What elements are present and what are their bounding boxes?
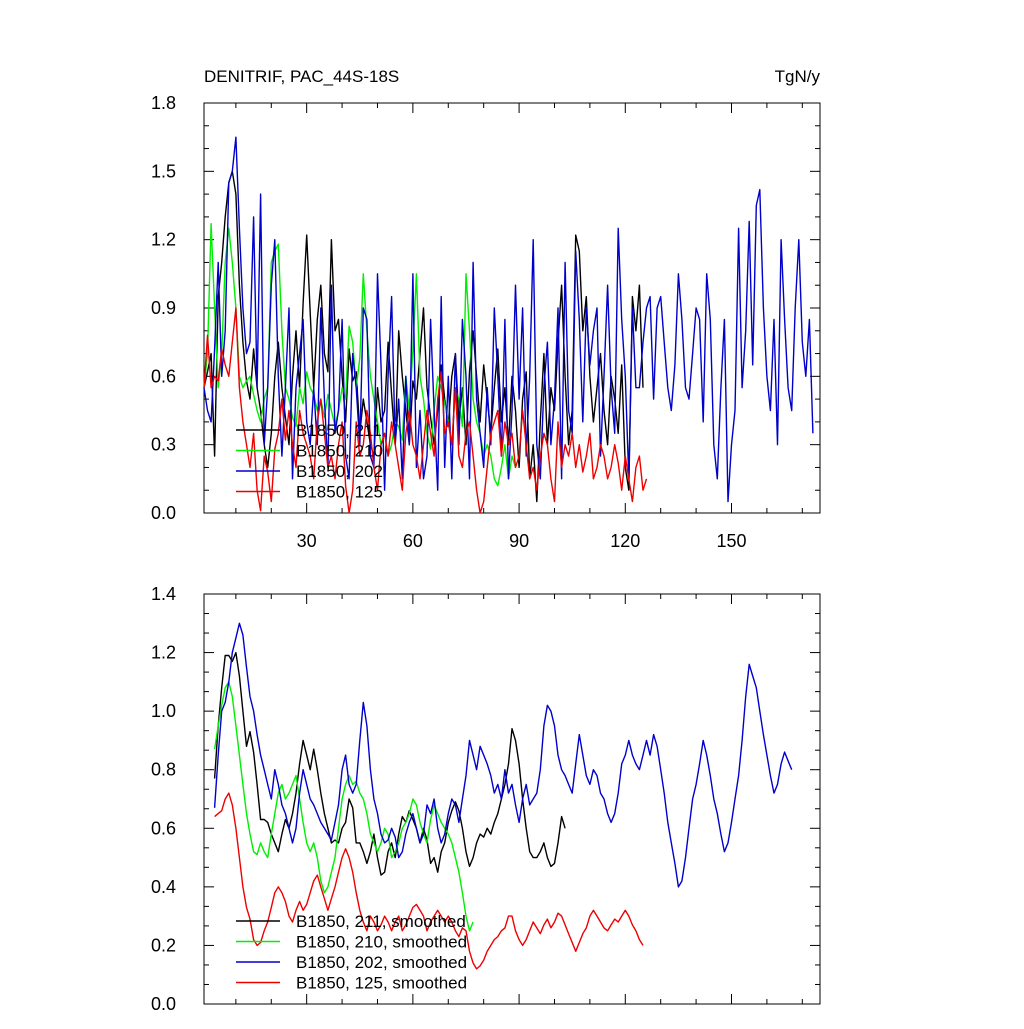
series-line-b1850-210-smoothed xyxy=(213,681,474,932)
series-line-b1850-202 xyxy=(203,136,814,503)
y-tick-label: 1.0 xyxy=(151,701,176,721)
y-tick-label: 0.0 xyxy=(151,503,176,523)
y-tick-label: 0.3 xyxy=(151,435,176,455)
y-tick-label: 0.4 xyxy=(151,877,176,897)
y-tick-label: 1.5 xyxy=(151,161,176,181)
chart-title: DENITRIF, PAC_44S-18S xyxy=(204,67,399,86)
panel-smoothed: 0.0 0.2 0.4 0.6 0.8 1.0 1.2 1.4 B1850, 211, smo… xyxy=(151,584,821,1014)
series-line-b1850-125-smoothed xyxy=(214,792,644,970)
panel-denitrif: DENITRIF, PAC_44S-18S TgN/y 0.0 0.3 0.6 0.9… xyxy=(151,67,821,551)
series-bottom xyxy=(213,622,793,970)
series-line-b1850-210 xyxy=(203,222,517,487)
legend-label: B1850, 202 xyxy=(296,462,383,481)
legend-label: B1850, 211 xyxy=(296,421,382,440)
y-tick-label: 1.2 xyxy=(151,230,176,250)
y-tick-label: 0.0 xyxy=(151,994,176,1014)
y-tick-label: 0.8 xyxy=(151,760,176,780)
x-tick-label: 150 xyxy=(716,531,746,551)
x-tick-label: 60 xyxy=(403,531,423,551)
y-tick-label: 0.6 xyxy=(151,366,176,386)
legend-label: B1850, 210 xyxy=(296,442,383,461)
plot-frame-bottom xyxy=(203,593,821,1005)
y-tick-label: 1.8 xyxy=(151,93,176,113)
legend-bottom: B1850, 211, smoothed B1850, 210, smoothed… xyxy=(236,912,467,993)
y-tick-label: 0.9 xyxy=(151,298,176,318)
ticks-top: 0.0 0.3 0.6 0.9 1.2 1.5 1.8 30 60 90 120 150 xyxy=(151,93,820,551)
y-tick-label: 0.2 xyxy=(151,935,176,955)
series-line-b1850-125 xyxy=(203,307,648,514)
legend-label: B1850, 125, smoothed xyxy=(296,974,467,993)
legend-label: B1850, 125 xyxy=(296,483,383,502)
y-tick-label: 1.4 xyxy=(151,584,176,604)
series-line-b1850-202-smoothed xyxy=(213,622,793,888)
x-tick-label: 90 xyxy=(509,531,529,551)
series-top xyxy=(203,136,814,514)
chart-units: TgN/y xyxy=(775,67,821,86)
legend-label: B1850, 210, smoothed xyxy=(296,933,467,952)
x-tick-label: 120 xyxy=(610,531,640,551)
ticks-bottom: 0.0 0.2 0.4 0.6 0.8 1.0 1.2 1.4 xyxy=(151,584,820,1014)
y-tick-label: 0.6 xyxy=(151,818,176,838)
legend-label: B1850, 202, smoothed xyxy=(296,953,467,972)
x-tick-label: 30 xyxy=(297,531,317,551)
y-tick-label: 1.2 xyxy=(151,643,176,663)
legend-label: B1850, 211, smoothed xyxy=(296,912,466,931)
